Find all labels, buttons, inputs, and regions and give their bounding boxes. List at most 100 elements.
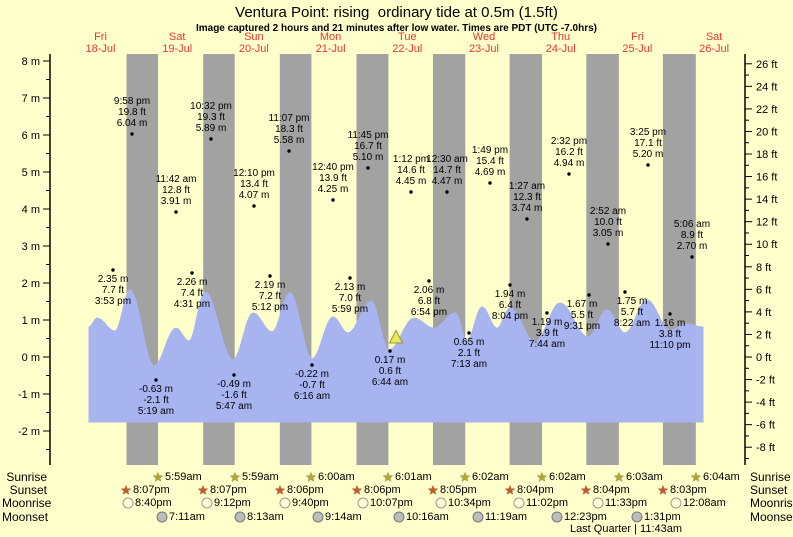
astro-row-label-right-moonset: Moonset [750, 510, 793, 524]
day-label-line: 23-Jul [469, 43, 499, 55]
annotation-line: 0.65 m [453, 337, 485, 348]
day-label: Fri 18-Jul [86, 31, 116, 55]
annotation-line: 4.94 m [553, 158, 585, 169]
moonrise-circle [670, 497, 682, 509]
tide-event-annotation: 1.75 m 5.7 ft 8:22 am [614, 296, 650, 329]
moonrise-circle [592, 497, 604, 509]
day-label-line: 20-Jul [238, 43, 269, 55]
annotation-line: 3.05 m [592, 228, 624, 239]
astro-row-label-left-moonset: Moonset [2, 510, 49, 524]
annotation-line: 0.6 ft [378, 366, 402, 377]
right-axis-tick-label: 14 ft [756, 194, 777, 206]
moonset-time: 11:19am [485, 511, 527, 523]
day-label-line: Mon [319, 31, 342, 43]
tide-event-dot [268, 274, 272, 278]
left-axis-tick-label: 3 m [22, 241, 40, 253]
annotation-line: 4:31 pm [173, 299, 211, 310]
left-axis-tick-label: 4 m [22, 204, 40, 216]
annotation-line: 5:06 am [673, 219, 711, 230]
annotation-line: 13.9 ft [319, 173, 347, 184]
moonrise-time: 10:34pm [448, 497, 491, 509]
annotation-line: 7.4 ft [180, 288, 204, 299]
tide-event-annotation: 0.17 m 0.6 ft 6:44 am [372, 355, 408, 388]
sunset-star: ★ [274, 482, 286, 498]
annotation-line: 6.4 ft [498, 300, 522, 311]
data-point-dot [488, 181, 492, 185]
point-annotation: 11:45 pm 16.7 ft 5.10 m [348, 130, 389, 163]
annotation-line: 1:12 pm [392, 154, 430, 165]
point-annotation: 1:49 pm 15.4 ft 4.69 m [472, 145, 508, 178]
annotation-line: 12:10 pm [233, 168, 275, 179]
day-label-line: Thu [551, 31, 571, 43]
sunset-time: 8:04pm [517, 484, 554, 496]
annotation-line: 5:12 pm [251, 302, 289, 313]
point-annotation: 12:30 am 14.7 ft 4.47 m [426, 154, 468, 187]
annotation-line: 1.16 m [654, 318, 686, 329]
left-axis-tick-label: 1 m [22, 315, 40, 327]
moonrise-time: 12:08am [683, 497, 726, 509]
point-annotation: 1:27 am 12.3 ft 3.74 m [509, 181, 545, 214]
annotation-line: 5:59 pm [331, 304, 369, 315]
annotation-line: 8:04 pm [491, 311, 529, 322]
day-label-line: Fri [630, 31, 644, 43]
tide-event-dot [545, 311, 549, 315]
moonset-circle [393, 511, 405, 523]
annotation-line: 10.0 ft [594, 217, 622, 228]
sunrise-time: 6:02am [472, 471, 509, 483]
sunrise-star: ★ [305, 469, 317, 485]
annotation-line: 17.1 ft [634, 138, 662, 149]
tide-event-annotation: 2.13 m 7.0 ft 5:59 pm [332, 282, 368, 315]
annotation-line: 1:27 am [508, 181, 546, 192]
annotation-line: 5.5 ft [570, 310, 594, 321]
moonset-time: 10:16am [406, 511, 449, 523]
moonrise-circle [357, 497, 369, 509]
moon-phase-note: Last Quarter | 11:43am [569, 523, 683, 535]
point-annotation: 11:07 pm 18.3 ft 5.58 m [269, 113, 310, 146]
tide-event-dot [190, 271, 194, 275]
annotation-line: -0.7 ft [299, 380, 325, 391]
tide-event-annotation: 1.67 m 5.5 ft 9:31 pm [564, 299, 600, 332]
annotation-line: 7.0 ft [338, 293, 362, 304]
annotation-line: 2.1 ft [457, 348, 481, 359]
tide-event-annotation: 1.94 m 6.4 ft 8:04 pm [492, 289, 528, 322]
day-label-line: 25-Jul [622, 43, 653, 55]
right-axis-tick-label: 8 ft [756, 262, 771, 274]
annotation-line: 3:25 pm [629, 127, 667, 138]
annotation-line: 12.8 ft [162, 185, 190, 196]
day-label-line: 24-Jul [545, 43, 576, 55]
point-annotation: 11:42 am 12.8 ft 3.91 m [156, 174, 197, 207]
annotation-line: 8.9 ft [680, 230, 704, 241]
day-label: Sat 19-Jul [162, 31, 192, 55]
astro-row-label-left-sunrise: Sunrise [6, 470, 47, 484]
annotation-line: 3.8 ft [658, 329, 682, 340]
annotation-line: 2:52 am [589, 206, 627, 217]
left-axis-tick-label: 7 m [22, 93, 40, 105]
day-label-line: 18-Jul [85, 43, 116, 55]
tide-event-dot [310, 363, 314, 367]
moonrise-time: 11:02pm [526, 497, 568, 509]
annotation-line: 8:22 am [613, 318, 651, 329]
tide-event-dot [111, 268, 115, 272]
annotation-line: 19.8 ft [118, 107, 146, 118]
moonset-circle [631, 511, 643, 523]
annotation-line: 18.3 ft [275, 124, 303, 135]
moonrise-circle [201, 497, 213, 509]
sunset-time: 8:07pm [210, 484, 247, 496]
moonrise-time: 9:12pm [214, 497, 251, 509]
annotation-line: 4.47 m [431, 176, 463, 187]
tide-event-dot [668, 312, 672, 316]
point-annotation: 10:32 pm 19.3 ft 5.89 m [190, 101, 232, 134]
sunset-time: 8:07pm [133, 484, 170, 496]
sunset-star: ★ [427, 482, 439, 498]
right-axis-tick-label: 4 ft [756, 307, 771, 319]
day-label-line: Wed [472, 31, 496, 43]
day-label-line: Sun [244, 31, 264, 43]
annotation-line: 2:32 pm [550, 136, 588, 147]
sunrise-star: ★ [229, 469, 241, 485]
tide-event-annotation: 1.16 m 3.8 ft 11:10 pm [650, 318, 691, 351]
sunrise-time: 5:59am [165, 471, 202, 483]
sunrise-time: 6:00am [318, 471, 355, 483]
data-point-dot [606, 242, 610, 246]
sunset-time: 8:03pm [670, 484, 707, 496]
